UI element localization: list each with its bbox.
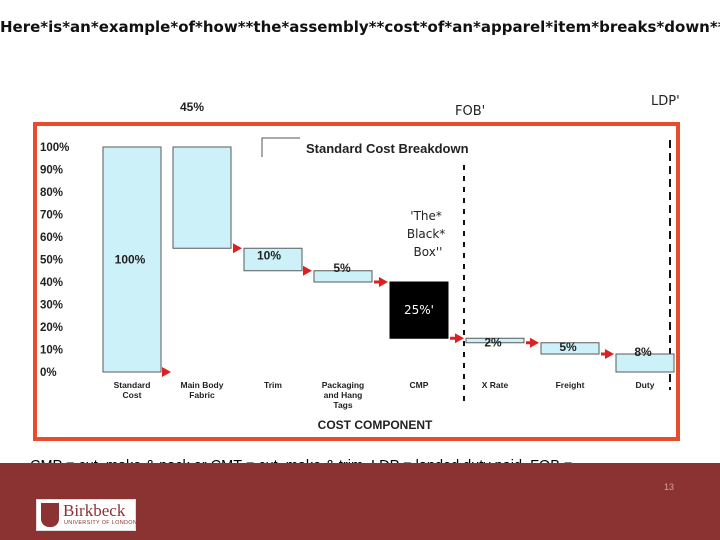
bar-value-label: 100% (115, 253, 146, 267)
x-category-label: Duty (636, 380, 655, 390)
flow-arrowhead (530, 337, 539, 348)
y-tick-label: 30% (40, 300, 63, 312)
x-category-label-line: Packaging (322, 380, 365, 390)
x-category-label: Standard Cost (114, 380, 151, 400)
cost-bar (243, 247, 303, 272)
bar-value-label: 5% (333, 261, 351, 275)
x-category-label-line: Fabric (189, 390, 215, 400)
chart-title: Standard Cost Breakdown (306, 141, 469, 156)
cost-bar (172, 146, 232, 249)
x-category-label: Packaging and Hang Tags (322, 380, 365, 410)
y-tick-label: 60% (40, 232, 63, 244)
cost-bar (102, 146, 162, 373)
cost-bar (465, 337, 525, 344)
y-tick-label: 80% (40, 187, 63, 199)
x-category-label-line: X Rate (482, 380, 509, 390)
flow-arrowhead (303, 265, 312, 276)
cost-bar (389, 281, 449, 339)
x-category-label: X Rate (482, 380, 509, 390)
bar-value-label: 5% (559, 340, 577, 354)
x-category-label-line: CMP (410, 380, 429, 390)
black-box-annotation: 'The* Black* Box'' (407, 209, 449, 259)
y-tick-label: 40% (40, 277, 63, 289)
flow-arrowhead (605, 349, 614, 359)
y-tick-label: 10% (40, 345, 63, 357)
page-number: 13 (664, 482, 675, 492)
x-category-label-line: and Hang (324, 390, 363, 400)
bar-value-label: 10% (257, 248, 281, 262)
y-tick-label: 90% (40, 165, 63, 177)
cost-bar (540, 342, 600, 355)
flow-arrowhead (233, 243, 242, 254)
birkbeck-logo[interactable]: Birkbeck UNIVERSITY OF LONDON (36, 499, 138, 531)
x-category-label-line: Cost (123, 390, 142, 400)
x-category-label-line: Freight (556, 380, 585, 390)
x-category-label: Main Body Fabric (181, 380, 224, 400)
y-tick-label: 100% (40, 142, 69, 154)
flow-arrowhead (455, 333, 464, 344)
y-tick-label: 70% (40, 210, 63, 222)
y-tick-label: 0% (40, 367, 57, 379)
x-category-label-line: Duty (636, 380, 655, 390)
fob-marker-label: FOB' (455, 104, 486, 119)
cost-bar (615, 353, 675, 373)
title-bracket (261, 137, 300, 157)
y-tick-label: 50% (40, 255, 63, 267)
crest-icon (41, 503, 59, 527)
logo-subtitle: UNIVERSITY OF LONDON (64, 520, 138, 526)
x-category-label-line: Standard (114, 380, 151, 390)
bar-value-label: 2% (484, 335, 502, 349)
black-box-annotation-line: Box'' (414, 245, 443, 259)
black-box-annotation-line: 'The* (410, 209, 442, 223)
x-category-label-line: Main Body (181, 380, 224, 390)
x-category-label: Trim (264, 380, 282, 390)
logo-name: Birkbeck (63, 501, 126, 520)
x-category-label: Freight (556, 380, 585, 390)
x-axis-title: COST COMPONENT (318, 418, 433, 432)
x-category-label: CMP (410, 380, 429, 390)
bar-value-label: 8% (634, 345, 652, 359)
x-category-label-line: Trim (264, 380, 282, 390)
ldp-marker-label: LDP' (651, 94, 680, 109)
bar-value-label: 45% (180, 100, 204, 114)
bar-value-label: 25%' (404, 303, 434, 317)
slide-title: Here*is*an*example*of*how**the*assembly*… (0, 18, 720, 36)
x-category-label-line: Tags (333, 400, 352, 410)
black-box-annotation-line: Black* (407, 227, 445, 241)
cost-bar (313, 270, 373, 283)
y-tick-label: 20% (40, 322, 63, 334)
flow-arrowhead (162, 367, 171, 377)
flow-arrowhead (379, 277, 388, 287)
